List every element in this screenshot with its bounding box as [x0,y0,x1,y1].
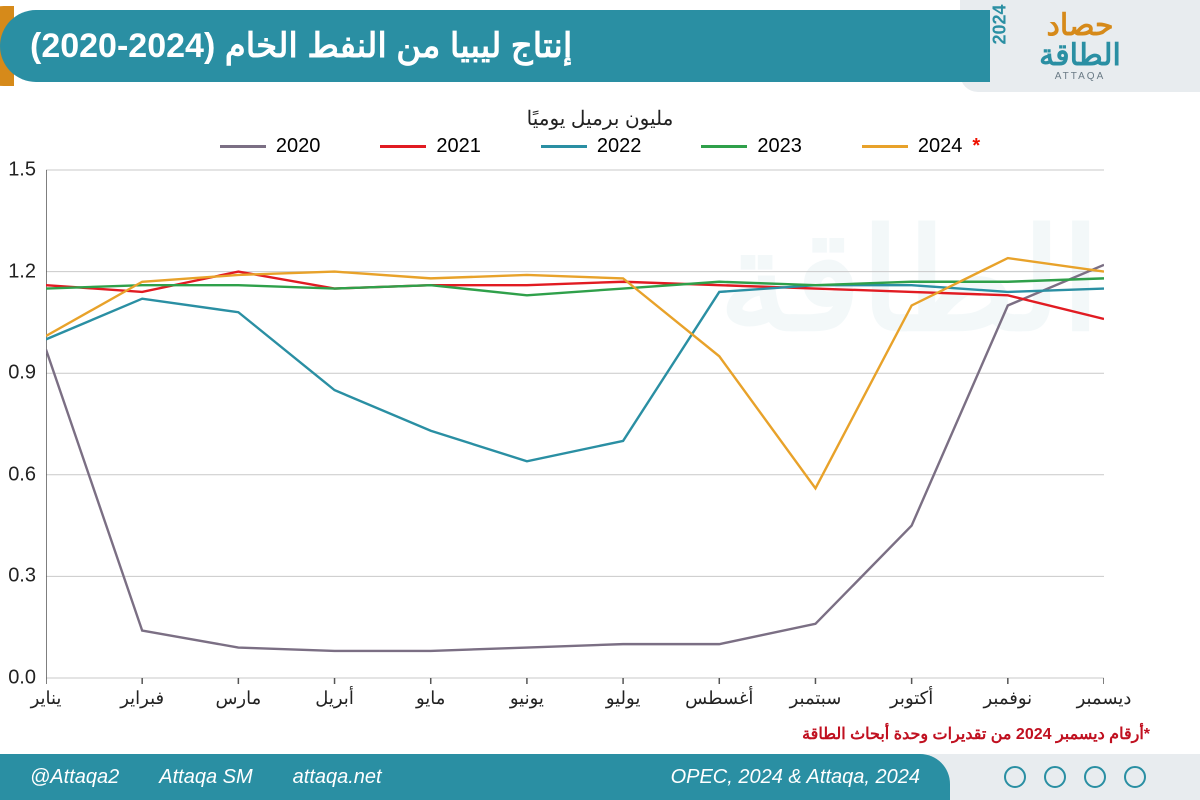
x-tick-label: فبراير [120,688,164,709]
x-tick-label: أكتوبر [890,688,933,709]
page-title: إنتاج ليبيا من النفط الخام (2024-2020) [30,26,572,66]
y-tick-label: 0.3 [8,565,36,588]
legend-swatch [541,145,587,148]
logo-box: 2024 حصاد الطاقة ATTAQA [960,0,1200,92]
youtube-icon [1044,766,1066,788]
chart-subtitle: مليون برميل يوميًا [40,106,1160,131]
y-tick-label: 1.5 [8,159,36,182]
footer-strip: OPEC, 2024 & Attaqa, 2024 @Attaqa2 Attaq… [0,754,950,800]
x-tick-label: يونيو [510,688,544,709]
x-tick-label: مارس [215,688,261,709]
x-tick-label: سبتمبر [790,688,842,709]
facebook-icon [1084,766,1106,788]
legend-label: 2020 [276,135,321,158]
header: 2024 حصاد الطاقة ATTAQA إنتاج ليبيا من ا… [0,0,1200,92]
logo-line1: حصاد [1046,11,1113,41]
x-tick-label: يوليو [606,688,641,709]
legend-item-2022: 2022 [541,135,642,158]
legend-label: 2021 [436,135,481,158]
title-bar: إنتاج ليبيا من النفط الخام (2024-2020) [0,10,990,82]
logo-year: 2024 [989,4,1010,44]
footer-site: attaqa.net [293,766,382,789]
footer-links: @Attaqa2 Attaqa SM attaqa.net [30,766,382,789]
legend-label: 2023 [757,135,802,158]
y-tick-label: 0.6 [8,463,36,486]
x-tick-label: نوفمبر [983,688,1032,709]
legend-swatch [862,145,908,148]
web-icon [1004,766,1026,788]
y-tick-label: 0.9 [8,362,36,385]
legend-star: * [972,135,980,158]
logo-subtitle: ATTAQA [1055,71,1106,82]
legend: 2020 2021 2022 2023 2024 * [40,135,1160,158]
footer-handle2: Attaqa SM [159,766,252,789]
x-tick-label: يناير [31,688,62,709]
legend-label: 2024 [918,135,963,158]
legend-label: 2022 [597,135,642,158]
footer-handle1: @Attaqa2 [30,766,119,789]
y-tick-label: 1.2 [8,260,36,283]
legend-swatch [380,145,426,148]
x-tick-label: أبريل [315,688,354,709]
source-text: OPEC, 2024 & Attaqa, 2024 [671,766,920,789]
x-icon [1124,766,1146,788]
chart-footnote: *أرقام ديسمبر 2024 من تقديرات وحدة أبحاث… [802,724,1150,744]
chart-svg [46,164,1104,684]
legend-item-2024: 2024 * [862,135,980,158]
legend-swatch [220,145,266,148]
legend-item-2021: 2021 [380,135,481,158]
plot-box: 0.00.30.60.91.21.5ينايرفبرايرمارسأبريلما… [46,164,1104,684]
y-tick-label: 0.0 [8,667,36,690]
logo-line2: الطاقة [1039,41,1121,71]
social-icons [950,766,1200,788]
x-tick-label: مايو [416,688,445,709]
chart-area: مليون برميل يوميًا 2020 2021 2022 2023 2024 *… [40,100,1160,730]
x-tick-label: أغسطس [685,688,753,709]
legend-item-2020: 2020 [220,135,321,158]
legend-swatch [701,145,747,148]
x-tick-label: ديسمبر [1077,688,1132,709]
legend-item-2023: 2023 [701,135,802,158]
footer: OPEC, 2024 & Attaqa, 2024 @Attaqa2 Attaq… [0,754,1200,800]
